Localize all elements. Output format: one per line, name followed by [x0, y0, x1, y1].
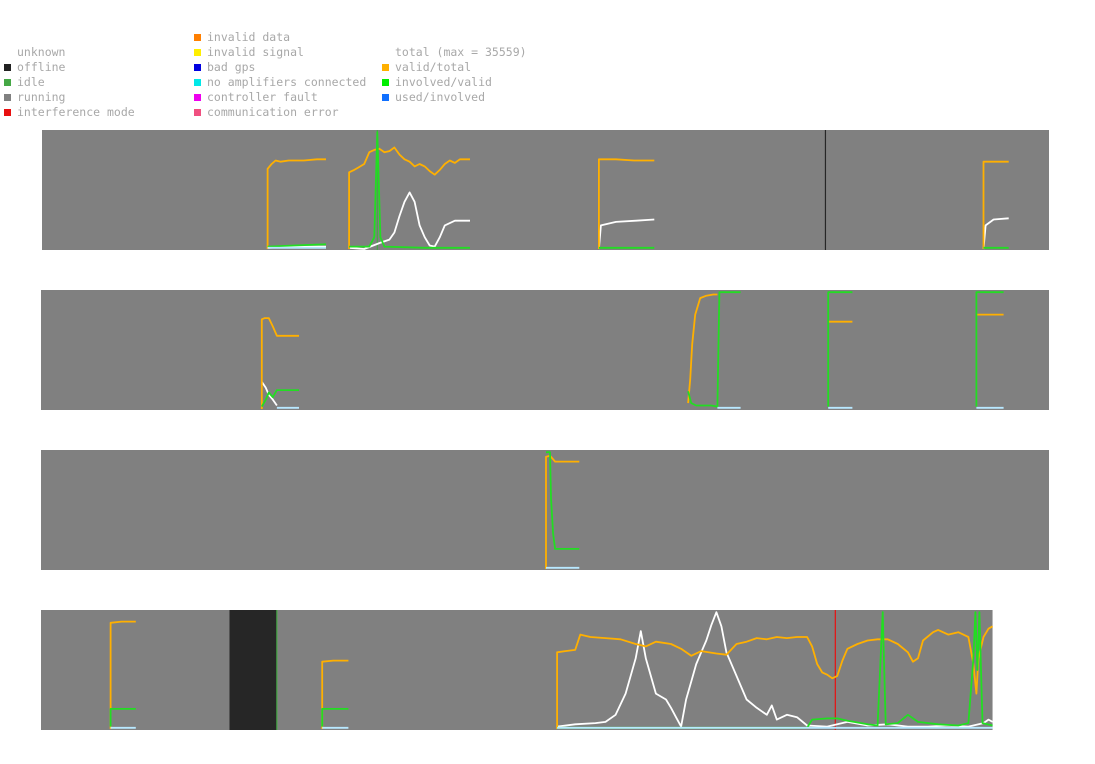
legend-label: idle — [17, 75, 45, 89]
legend-swatch — [4, 79, 11, 86]
legend-label: no amplifiers connected — [207, 75, 367, 89]
legend-swatch — [194, 79, 201, 86]
legend-label: controller fault — [207, 90, 318, 104]
legend-label: involved/valid — [395, 75, 492, 89]
chart-panel-2 — [41, 290, 1049, 410]
series-line-involved_valid — [557, 611, 993, 729]
legend-label: invalid signal — [207, 45, 304, 59]
series-line-valid_total — [556, 625, 994, 729]
series-line-involved_valid — [546, 451, 580, 550]
series-line-involved_valid — [827, 291, 853, 407]
series-line-valid_total — [545, 454, 580, 569]
legend-label: used/involved — [395, 90, 486, 104]
legend-swatch — [4, 64, 11, 71]
series-line-involved_valid — [321, 708, 349, 727]
legend-swatch — [194, 94, 201, 101]
legend-swatch — [194, 34, 201, 41]
legend-label: bad gps — [207, 60, 256, 74]
legend-swatch — [4, 109, 11, 116]
legend-label: running — [17, 90, 66, 104]
legend-label: invalid data — [207, 30, 291, 44]
series-line-valid_total — [982, 160, 1009, 249]
legend-swatch — [382, 94, 389, 101]
series-line-valid_total — [321, 659, 349, 729]
legend-swatch — [4, 94, 11, 101]
legend-label: offline — [17, 60, 66, 74]
series-line-total — [598, 218, 655, 250]
series-line-involved_valid — [109, 708, 136, 727]
legend-swatch — [194, 49, 201, 56]
legend-swatch — [194, 109, 201, 116]
series-line-involved_valid — [975, 291, 1004, 407]
series-line-valid_total — [598, 158, 655, 249]
series-line-involved_valid — [349, 131, 470, 249]
series-line-valid_total — [260, 317, 299, 409]
state-span-running — [41, 610, 993, 730]
legend-label: interference mode — [17, 105, 135, 119]
legend-swatch — [382, 79, 389, 86]
legend-label: total (max = 35559) — [395, 45, 527, 59]
chart-panel-3 — [41, 450, 1049, 570]
series-line-valid_total — [348, 146, 470, 249]
chart-panel-1 — [42, 130, 1049, 250]
legend-swatch — [382, 64, 389, 71]
state-span-running — [41, 450, 1049, 570]
series-line-involved_valid — [687, 291, 741, 408]
legend-label: communication error — [207, 105, 339, 119]
chart-panel-4 — [41, 610, 994, 730]
series-line-valid_total — [109, 620, 136, 729]
series-line-involved_valid — [261, 389, 299, 408]
series-line-valid_total — [266, 158, 326, 249]
series-line-involved_valid — [267, 243, 327, 248]
series-line-total — [556, 611, 994, 728]
series-line-total — [982, 217, 1009, 250]
series-line-valid_total — [687, 293, 718, 404]
state-span-running — [41, 290, 1049, 410]
series-line-total — [349, 191, 470, 250]
legend-swatch — [194, 64, 201, 71]
legend-label: valid/total — [395, 60, 472, 74]
state-span-offline — [229, 610, 277, 730]
legend-label: unknown — [17, 45, 66, 59]
state-span-running — [42, 130, 1049, 250]
